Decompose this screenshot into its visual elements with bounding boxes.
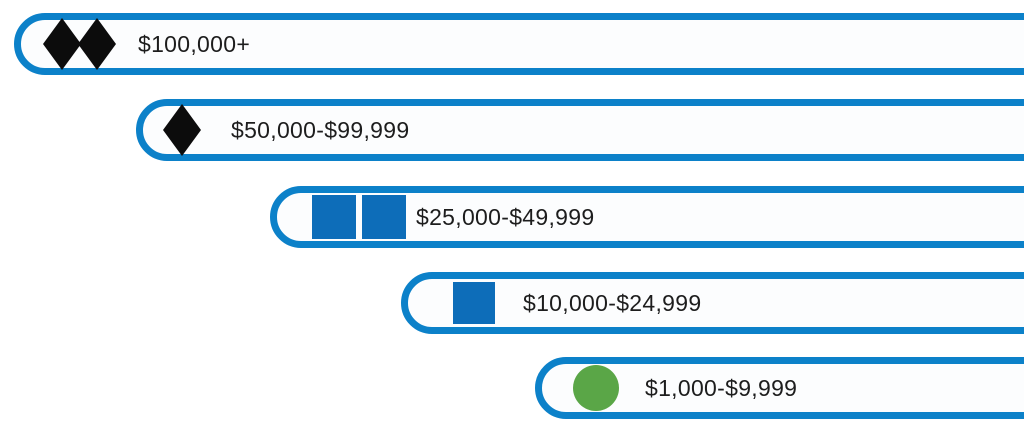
tier-pill-25000-49999: $25,000-$49,999 (270, 186, 1024, 248)
black-diamond-icon (163, 104, 201, 156)
blue-square-icon (453, 282, 495, 324)
green-circle-icon (573, 365, 619, 411)
green-circle-icon (573, 365, 619, 411)
tier-pill-10000-24999: $10,000-$24,999 (401, 272, 1024, 334)
tier-pill-50000-99999: $50,000-$99,999 (136, 99, 1024, 161)
double-black-diamond-icon (43, 18, 116, 70)
tier-label: $50,000-$99,999 (231, 116, 410, 143)
blue-square-icon (362, 195, 406, 239)
tier-pill-1000-9999: $1,000-$9,999 (535, 357, 1024, 419)
tier-label: $100,000+ (138, 30, 251, 57)
double-blue-square-icon (312, 195, 406, 239)
tier-pill-100000-plus: $100,000+ (14, 13, 1024, 75)
black-diamond-icon (78, 18, 116, 70)
black-diamond-icon (163, 104, 201, 156)
tier-label: $1,000-$9,999 (645, 374, 798, 401)
blue-square-icon (312, 195, 356, 239)
blue-square-icon (453, 282, 495, 324)
black-diamond-icon (43, 18, 81, 70)
tier-label: $10,000-$24,999 (523, 289, 702, 316)
tier-label: $25,000-$49,999 (416, 203, 595, 230)
